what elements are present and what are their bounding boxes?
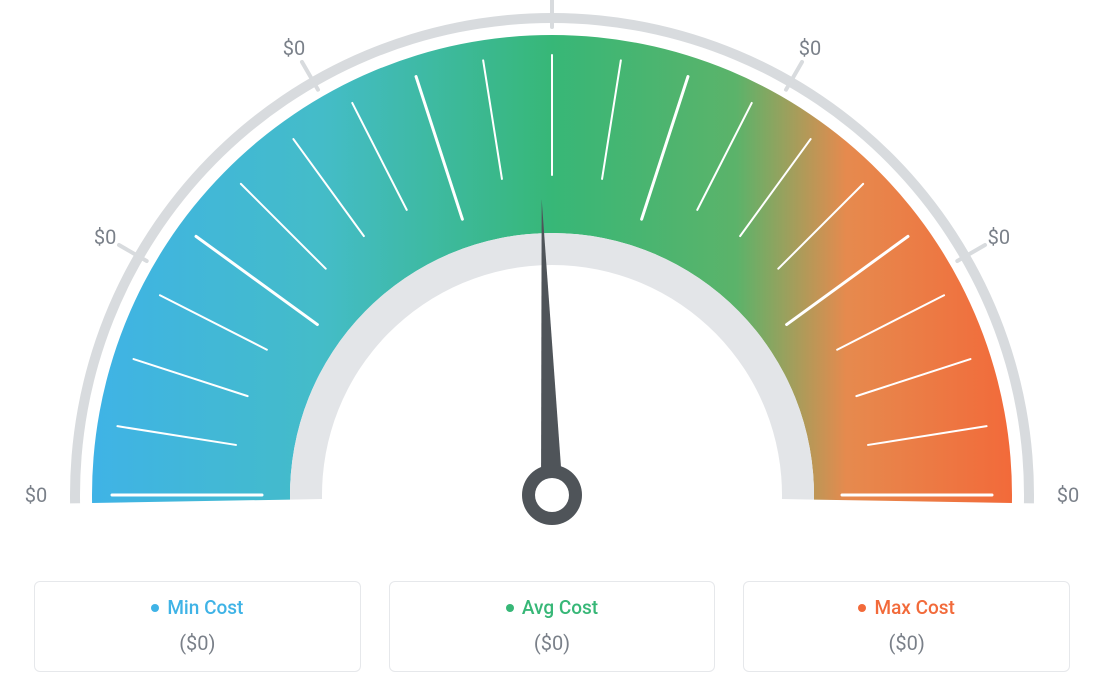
gauge-scale-label: $0 xyxy=(283,36,305,60)
dot-icon xyxy=(151,604,159,612)
legend-card-max: Max Cost ($0) xyxy=(743,581,1070,672)
legend-label: Min Cost xyxy=(167,596,243,619)
gauge-scale-label: $0 xyxy=(1057,483,1079,507)
legend-card-avg: Avg Cost ($0) xyxy=(389,581,716,672)
gauge-scale-label: $0 xyxy=(25,483,47,507)
dot-icon xyxy=(506,604,514,612)
legend-value: ($0) xyxy=(754,631,1059,655)
legend-card-min: Min Cost ($0) xyxy=(34,581,361,672)
gauge-svg xyxy=(0,0,1104,560)
gauge-chart: $0$0$0$0$0$0$0 xyxy=(0,0,1104,560)
legend-value: ($0) xyxy=(400,631,705,655)
legend-row: Min Cost ($0) Avg Cost ($0) Max Cost ($0… xyxy=(0,581,1104,672)
legend-label: Max Cost xyxy=(874,596,954,619)
gauge-scale-label: $0 xyxy=(799,36,821,60)
legend-title-min: Min Cost xyxy=(151,596,243,619)
legend-title-max: Max Cost xyxy=(858,596,954,619)
dot-icon xyxy=(858,604,866,612)
legend-title-avg: Avg Cost xyxy=(506,596,598,619)
gauge-scale-label: $0 xyxy=(988,225,1010,249)
legend-label: Avg Cost xyxy=(522,596,598,619)
gauge-scale-label: $0 xyxy=(94,225,116,249)
legend-value: ($0) xyxy=(45,631,350,655)
